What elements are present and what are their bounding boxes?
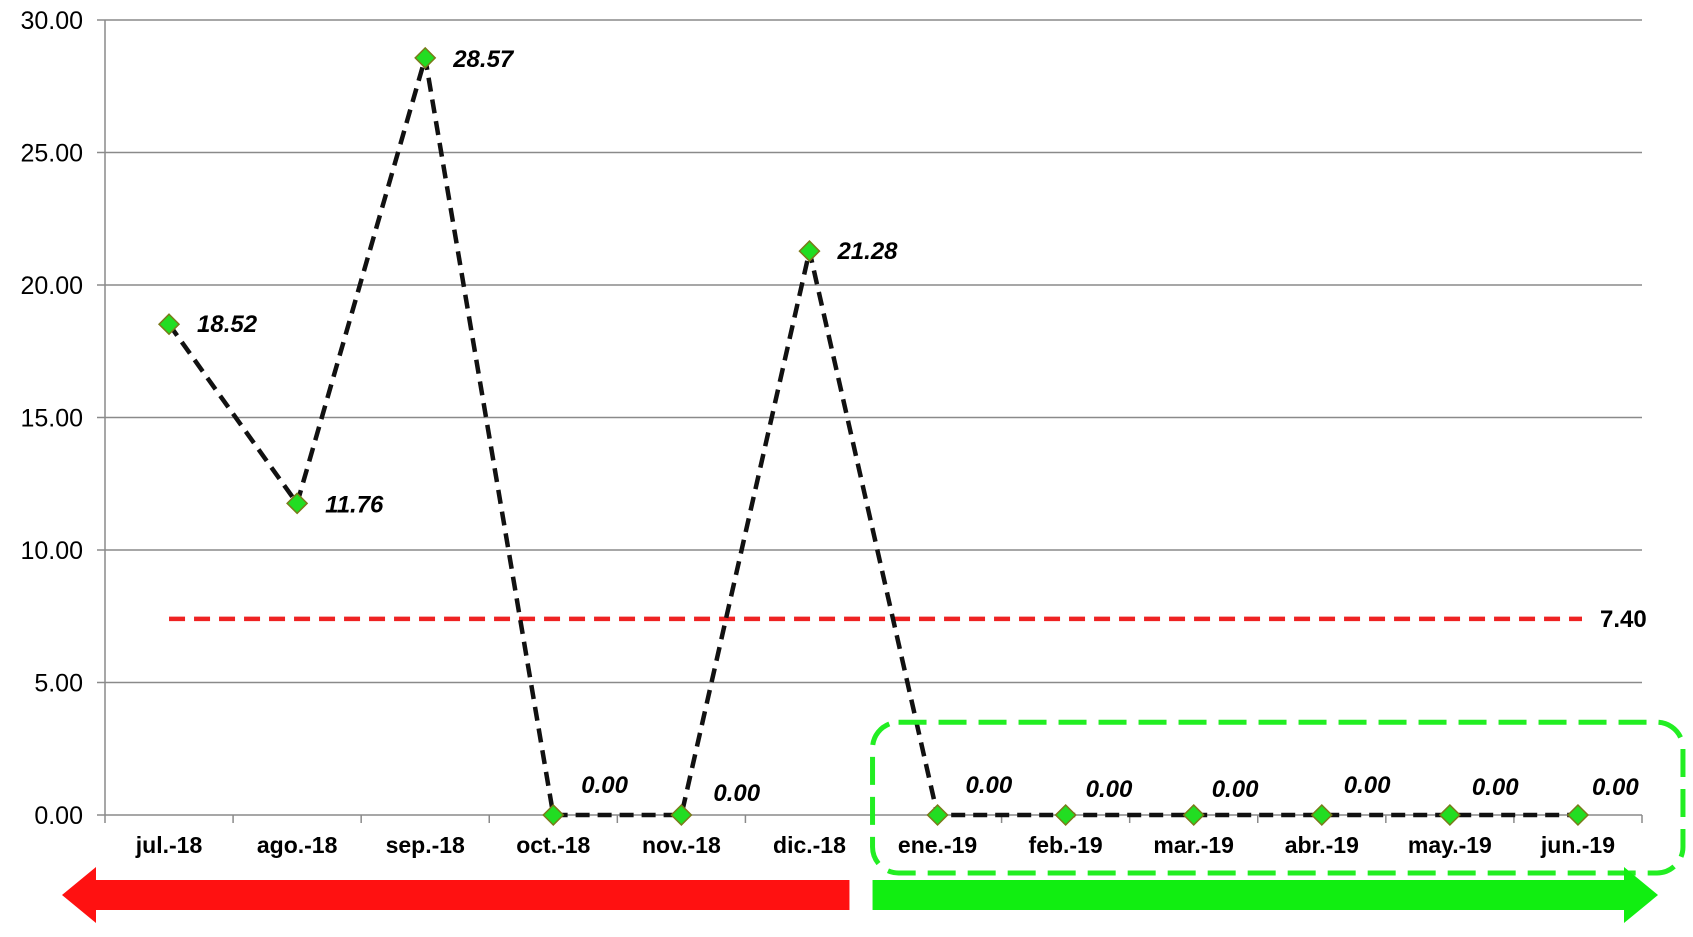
x-tick-label: jul.-18 [135,832,203,858]
left-arrow [62,867,850,923]
data-label: 0.00 [1212,776,1259,803]
reference-line-group: 7.40 [169,606,1647,633]
data-label: 0.00 [966,772,1013,799]
y-tick-label: 5.00 [34,670,83,698]
data-marker [670,803,693,827]
axes [97,19,1643,823]
data-marker [1054,803,1077,827]
y-tick-label: 15.00 [20,405,83,433]
data-marker [1310,803,1333,827]
highlight-box [870,719,1686,876]
highlight-group [870,719,1686,876]
data-marker [286,492,309,515]
series-markers [157,46,1590,827]
data-label: 28.57 [452,46,515,73]
x-tick-label: abr.-19 [1285,832,1359,858]
data-label: 21.28 [836,238,898,265]
x-tick-label: sep.-18 [386,832,465,858]
y-tick-label: 0.00 [34,802,83,830]
data-marker [1438,803,1461,827]
reference-line-label: 7.40 [1600,606,1647,633]
y-tick-label: 30.00 [20,7,83,35]
data-marker [926,803,949,827]
x-tick-label: ene.-19 [898,832,977,858]
data-label: 0.00 [1472,774,1519,801]
data-label: 0.00 [713,780,760,807]
x-tick-label: may.-19 [1408,832,1492,858]
y-axis-tick-labels: 0.00 5.00 10.00 15.00 20.00 25.00 30.00 [20,7,83,830]
data-marker [1182,803,1205,827]
x-tick-label: nov.-18 [642,832,721,858]
grid-lines [105,19,1642,684]
x-tick-label: oct.-18 [516,832,590,858]
data-label: 0.00 [1086,776,1133,803]
y-tick-label: 25.00 [20,140,83,168]
x-tick-label: ago.-18 [257,832,338,858]
x-tick-label: feb.-19 [1029,832,1103,858]
y-tick-label: 20.00 [20,272,83,300]
right-arrow [872,867,1658,923]
data-label: 11.76 [325,491,384,518]
y-tick-label: 10.00 [20,537,83,565]
data-label: 0.00 [1592,774,1639,801]
x-tick-label: mar.-19 [1153,832,1234,858]
x-axis-tick-labels: jul.-18 ago.-18 sep.-18 oct.-18 nov.-18 dic.-… [135,832,1615,858]
x-tick-label: jun.-19 [1540,832,1615,858]
data-marker [1566,803,1590,827]
data-marker [798,240,821,263]
data-label: 0.00 [581,772,628,799]
data-marker [157,313,181,336]
series-line [167,55,1578,818]
data-label: 0.00 [1344,772,1391,799]
series-line-group [167,55,1578,818]
data-label: 18.52 [197,311,258,338]
arrows-group [62,867,1658,923]
x-tick-label: dic.-18 [773,832,846,858]
data-labels: 18.52 11.76 28.57 0.00 0.00 21.28 0.00 0.00 0.00… [197,46,1639,807]
data-marker [542,803,565,827]
data-marker [414,46,437,69]
